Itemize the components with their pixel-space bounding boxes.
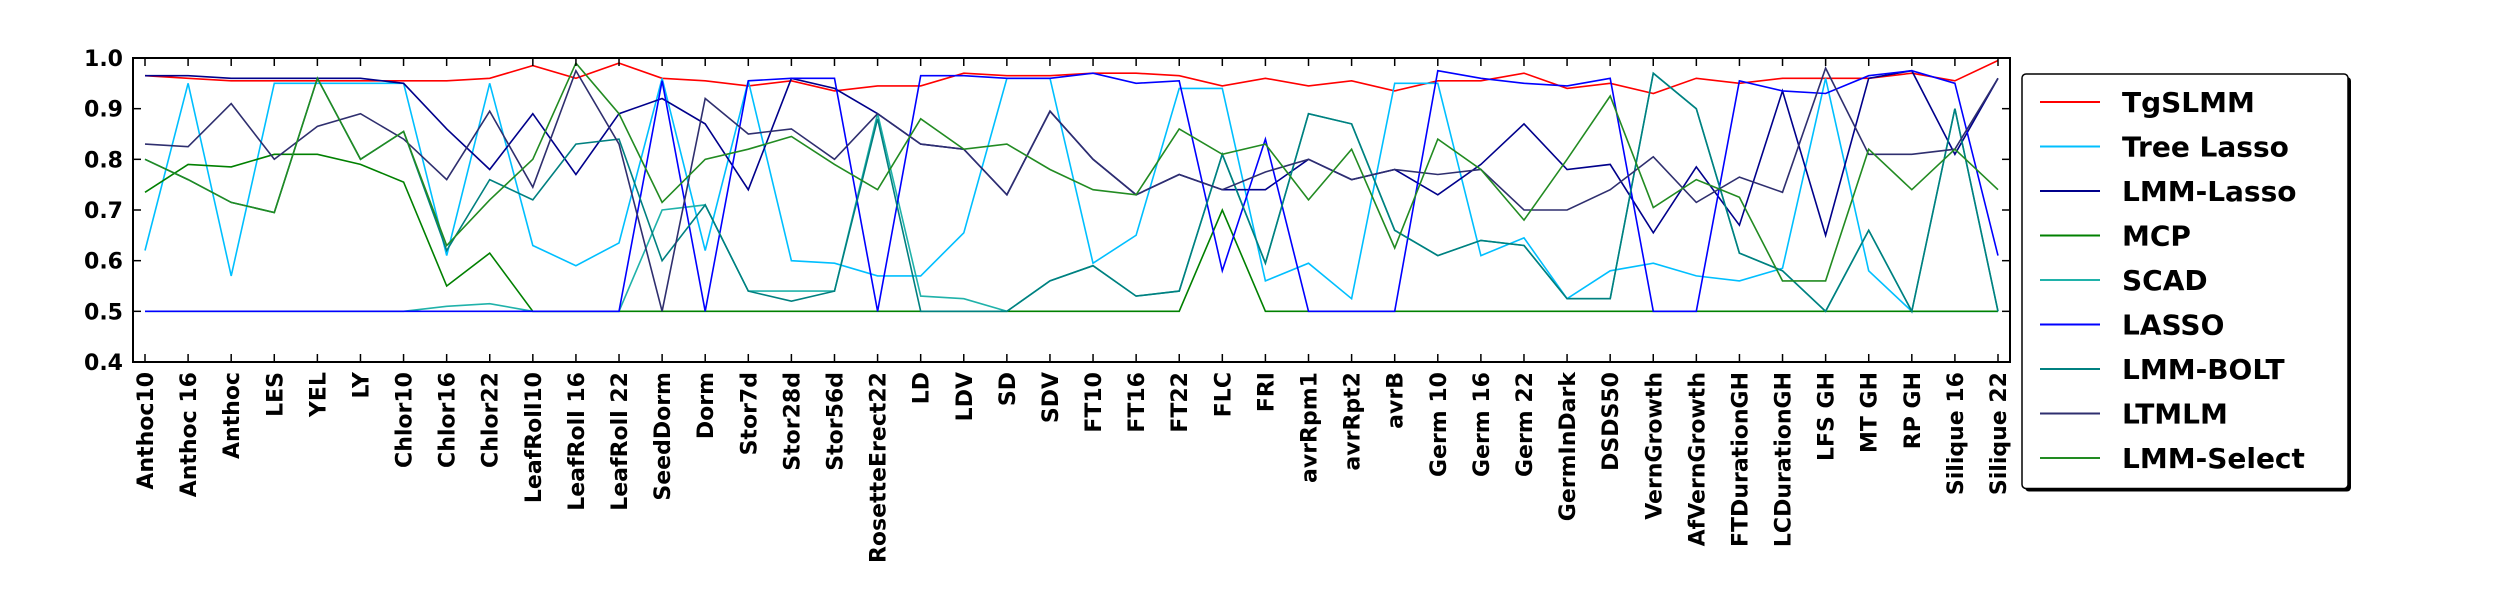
x-axis: Anthoc10 Anthoc 16 Anthoc LES YEL LY Chlor10 Ch… [134, 58, 2012, 563]
x-tick-label: LY [349, 371, 374, 399]
series-line-ltmlm [144, 66, 1999, 312]
x-tick-label: LeafRoll 16 [565, 372, 590, 511]
legend-label: SCAD [2122, 264, 2208, 297]
x-tick-label: SD [996, 372, 1021, 406]
x-tick-label: SDV [1039, 372, 1064, 423]
y-tick-label: 0.6 [84, 250, 123, 275]
series-line-lmm-lasso [145, 69, 1999, 239]
series-line-lasso [145, 69, 1999, 313]
legend-label: LTMLM [2122, 398, 2228, 431]
legend-box [2021, 73, 2349, 490]
series-line-lmm-select [144, 61, 1999, 282]
x-tick-label: avrRpm1 [1298, 372, 1323, 483]
series-line-mcp [144, 153, 1998, 313]
x-tick-label: Chlor10 [393, 372, 418, 468]
legend-label: TgSLMM [2122, 86, 2255, 119]
series-line-tgslmm [144, 59, 1999, 95]
legend-label: MCP [2122, 220, 2191, 253]
x-tick-label: AfVernGrowth [1685, 372, 1710, 546]
y-tick-label: 0.4 [84, 351, 123, 376]
series-line-scad [145, 71, 1999, 314]
legend-label: LMM-BOLT [2122, 353, 2285, 386]
x-tick-label: FT16 [1125, 372, 1150, 433]
y-tick-label: 0.7 [84, 199, 123, 224]
x-tick-label: FT10 [1082, 372, 1107, 433]
x-tick-label: Silique 22 [1987, 372, 2012, 495]
x-tick-label: LeafRoll 22 [608, 372, 633, 511]
x-tick-label: Silique 16 [1944, 372, 1969, 495]
x-tick-label: DSDS50 [1599, 372, 1624, 471]
x-tick-label: MT GH [1858, 372, 1883, 453]
x-tick-label: LD [910, 372, 935, 404]
legend: TgSLMM Tree Lasso LMM-Lasso MCP SCAD LASSO LMM… [2021, 73, 2351, 492]
x-tick-label: Anthoc [220, 372, 245, 459]
x-tick-label: YEL [306, 372, 331, 418]
x-tick-label: Stor7d [737, 372, 762, 455]
x-tick-label: Chlor16 [436, 372, 461, 468]
legend-label: Tree Lasso [2122, 131, 2289, 164]
x-tick-label: Germ 10 [1427, 372, 1452, 477]
y-axis: 0.4 0.5 0.6 0.7 0.8 0.9 1.0 [84, 47, 2010, 376]
x-tick-label: FTDurationGH [1728, 372, 1753, 547]
x-tick-label: RosetteErect22 [867, 372, 892, 563]
x-tick-label: Stor56d [823, 372, 848, 471]
series-line-lmm-bolt [144, 71, 1999, 314]
y-tick-label: 0.8 [84, 148, 123, 173]
x-tick-label: LCDurationGH [1772, 372, 1797, 547]
x-tick-label: VernGrowth [1642, 372, 1667, 520]
x-tick-label: GermInDark [1556, 371, 1581, 522]
x-tick-label: LFS GH [1815, 372, 1840, 461]
legend-label: LMM-Select [2122, 442, 2305, 475]
x-tick-label: avrRpt2 [1341, 372, 1366, 471]
legend-label: LASSO [2122, 309, 2224, 342]
x-tick-label: Germ 22 [1513, 372, 1538, 477]
x-tick-label: avrB [1384, 372, 1409, 429]
x-tick-label: RP GH [1901, 372, 1926, 449]
y-tick-label: 0.9 [84, 98, 123, 123]
y-tick-label: 0.5 [84, 300, 123, 325]
x-tick-label: Germ 16 [1470, 372, 1495, 477]
x-tick-label: FRI [1254, 372, 1279, 412]
series-line-tree-lasso [144, 77, 1998, 313]
x-tick-label: LeafRoll10 [522, 372, 547, 503]
series-layer [144, 59, 1999, 314]
x-tick-label: Stor28d [780, 372, 805, 471]
x-tick-label: SeedDorm [651, 372, 676, 501]
x-tick-label: FT22 [1168, 372, 1193, 433]
x-tick-label: Chlor22 [479, 372, 504, 468]
legend-label: LMM-Lasso [2122, 175, 2297, 208]
x-tick-label: LES [263, 372, 288, 417]
x-tick-label: Dorm [694, 372, 719, 439]
x-tick-label: Anthoc 16 [177, 372, 202, 497]
x-tick-label: FLC [1211, 372, 1236, 417]
x-tick-label: Anthoc10 [134, 372, 159, 490]
y-tick-label: 1.0 [84, 47, 123, 72]
x-tick-label: LDV [953, 372, 978, 421]
